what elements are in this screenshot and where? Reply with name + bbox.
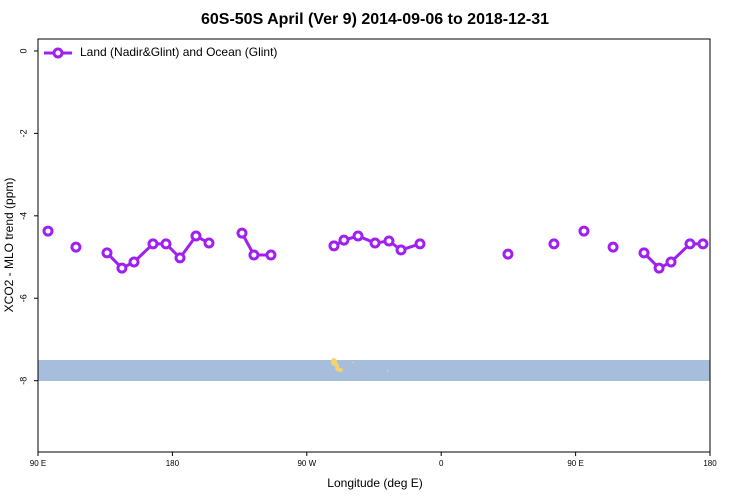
data-point — [502, 248, 514, 260]
data-point — [174, 252, 186, 264]
x-tick-label: 90 E — [567, 459, 583, 468]
data-point — [684, 238, 696, 250]
data-point — [70, 241, 82, 253]
data-point — [236, 227, 248, 239]
y-tick-label: -8 — [18, 377, 28, 385]
land-outline — [331, 358, 388, 372]
data-point — [101, 247, 113, 259]
data-point — [190, 230, 202, 242]
data-point — [383, 235, 395, 247]
y-axis-label: XCO2 - MLO trend (ppm) — [2, 178, 16, 313]
y-tick-label: 0 — [18, 48, 28, 53]
data-point — [369, 237, 381, 249]
x-tick-label: 180 — [703, 459, 717, 468]
data-point — [116, 262, 128, 274]
data-point — [548, 238, 560, 250]
data-point — [248, 249, 260, 261]
data-point — [578, 225, 590, 237]
x-tick-label: 180 — [166, 459, 180, 468]
x-tick-label: 90 W — [297, 459, 316, 468]
data-point — [653, 262, 665, 274]
legend-label: Land (Nadir&Glint) and Ocean (Glint) — [80, 45, 277, 59]
data-point — [128, 256, 140, 268]
y-tick-label: -6 — [18, 294, 28, 302]
data-point — [42, 225, 54, 237]
data-point — [414, 238, 426, 250]
x-tick-label: 90 E — [30, 459, 46, 468]
data-point — [160, 238, 172, 250]
legend-marker — [52, 47, 64, 59]
data-point — [665, 256, 677, 268]
data-point — [203, 237, 215, 249]
data-point — [697, 238, 709, 250]
y-tick-label: -4 — [18, 212, 28, 220]
data-point — [338, 234, 350, 246]
map-band — [38, 360, 710, 381]
data-point — [328, 240, 340, 252]
data-point — [395, 244, 407, 256]
data-point — [147, 238, 159, 250]
y-tick-label: -2 — [18, 129, 28, 137]
data-point — [265, 249, 277, 261]
x-axis-label: Longitude (deg E) — [327, 476, 422, 490]
data-point — [607, 241, 619, 253]
x-tick-label: 0 — [439, 459, 444, 468]
data-point — [638, 247, 650, 259]
plot-frame — [37, 38, 711, 453]
data-point — [352, 230, 364, 242]
chart-title: 60S-50S April (Ver 9) 2014-09-06 to 2018… — [201, 11, 549, 28]
